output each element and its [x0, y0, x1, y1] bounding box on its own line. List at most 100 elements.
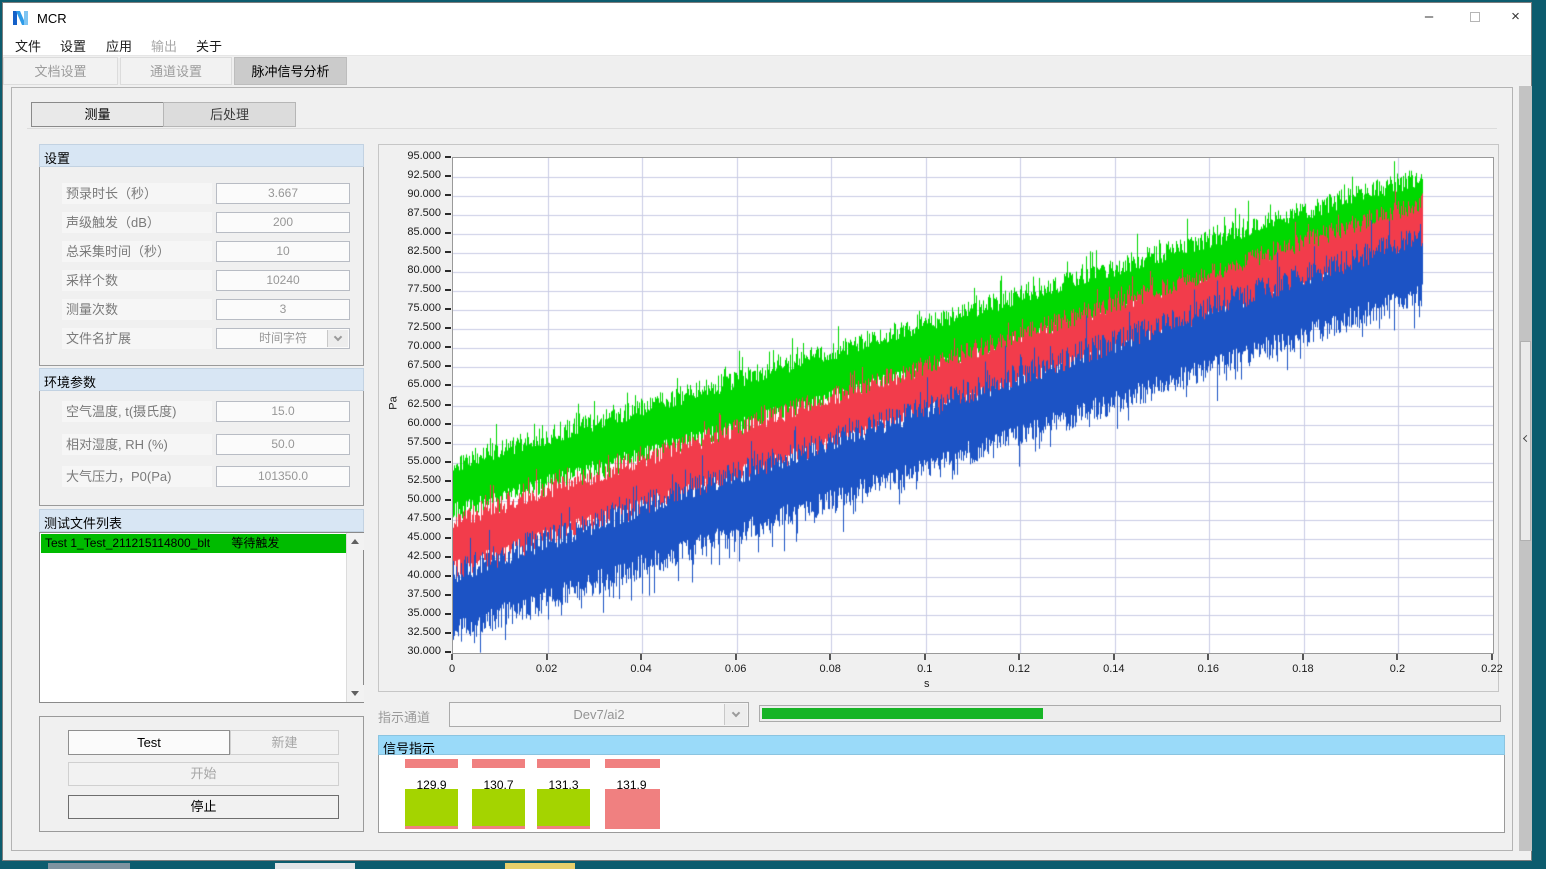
y-tick-mark — [445, 536, 451, 539]
chevron-down-icon — [333, 332, 343, 342]
signal-value: 131.3 — [548, 778, 579, 792]
x-tick-label: 0.04 — [630, 663, 652, 675]
list-item[interactable]: Test 1_Test_211215114800_blt 等待触发 — [41, 534, 346, 553]
signal-value: 130.7 — [483, 778, 514, 792]
signal-block-level — [605, 789, 660, 826]
y-tick-label: 75.000 — [407, 302, 441, 315]
plot-area[interactable] — [452, 157, 1494, 654]
menu-item-file[interactable]: 文件 — [15, 39, 42, 54]
scrollbar[interactable] — [346, 533, 364, 702]
maximize-button-icon[interactable] — [1452, 3, 1498, 33]
field-row: 预录时长（秒） 3.667 — [40, 183, 363, 204]
x-tick-label: 0.2 — [1389, 663, 1406, 675]
y-tick-mark — [445, 156, 451, 158]
indicator-channel-select[interactable]: Dev7/ai2 — [449, 702, 749, 727]
side-splitter[interactable] — [1519, 86, 1532, 851]
atmospheric-pressure-field[interactable]: 101350.0 — [216, 466, 350, 487]
title-bar[interactable]: MCR – × — [3, 3, 1531, 33]
minimize-button-icon[interactable]: – — [1424, 8, 1434, 25]
menu-item-settings[interactable]: 设置 — [60, 39, 87, 54]
y-tick-label: 80.000 — [407, 264, 441, 277]
dropdown-button[interactable] — [327, 330, 348, 347]
y-tick-mark — [445, 346, 451, 349]
x-tick-label: 0.22 — [1481, 663, 1503, 675]
signal-block — [472, 789, 525, 829]
y-tick-label: 72.500 — [407, 321, 441, 334]
settings-group-header: 设置 — [39, 144, 364, 167]
y-tick-label: 30.000 — [407, 645, 441, 657]
close-button-icon[interactable]: × — [1511, 8, 1520, 25]
subtab-postprocess[interactable]: 后处理 — [163, 102, 296, 127]
y-tick-label: 45.000 — [407, 530, 441, 543]
field-label: 预录时长（秒） — [62, 183, 212, 204]
control-button-panel: Test 新建 开始 停止 — [39, 716, 364, 832]
menu-item-apply[interactable]: 应用 — [106, 39, 133, 54]
subtab-measure[interactable]: 测量 — [31, 102, 164, 127]
signal-indicator: 129.9 — [405, 755, 458, 833]
x-tick-mark — [545, 654, 548, 660]
y-tick-label: 47.500 — [407, 511, 441, 524]
app-window: MCR – × 文件 设置 应用 输出 关于 文档设置 通道设置 脉冲信号分析 … — [2, 2, 1532, 861]
x-tick-label: 0.16 — [1197, 663, 1220, 675]
field-row: 总采集时间（秒） 10 — [40, 241, 363, 262]
signal-indicator-panel: 129.9 130.7 131.3 13 — [378, 755, 1505, 833]
x-tick-label: 0.1 — [917, 663, 933, 675]
stop-button[interactable]: 停止 — [68, 795, 339, 819]
indicator-channel-value: Dev7/ai2 — [573, 707, 625, 722]
field-label: 大气压力，P0(Pa) — [62, 466, 212, 487]
y-tick-label: 92.500 — [407, 169, 441, 182]
y-tick-label: 55.000 — [407, 454, 441, 467]
x-tick-label: 0 — [448, 663, 456, 675]
x-tick-mark — [1396, 654, 1399, 660]
signal-block — [605, 789, 660, 829]
sound-level-trigger-field[interactable]: 200 — [216, 212, 350, 233]
filename-extension-select[interactable]: 时间字符 — [216, 328, 350, 349]
air-temperature-field[interactable]: 15.0 — [216, 401, 350, 422]
chevron-down-icon — [731, 708, 741, 718]
x-tick-mark — [640, 654, 643, 660]
signal-top-bar — [405, 759, 458, 768]
settings-group: 预录时长（秒） 3.667 声级触发（dB） 200 总采集时间（秒） 10 采… — [39, 167, 364, 366]
tab-document-settings[interactable]: 文档设置 — [3, 57, 118, 85]
y-tick-mark — [445, 651, 451, 653]
field-label: 文件名扩展 — [62, 328, 212, 349]
field-label: 总采集时间（秒） — [62, 241, 212, 262]
test-name-button[interactable]: Test — [68, 730, 230, 755]
signal-top-bar — [605, 759, 660, 768]
dropdown-button[interactable] — [724, 704, 747, 725]
tab-pulse-signal-analysis[interactable]: 脉冲信号分析 — [234, 57, 347, 85]
separator — [27, 128, 1497, 129]
splitter-handle[interactable] — [1520, 341, 1531, 541]
prerecord-duration-field[interactable]: 3.667 — [216, 183, 350, 204]
tab-channel-settings[interactable]: 通道设置 — [120, 57, 232, 85]
y-tick-label: 82.500 — [407, 245, 441, 258]
measurement-count-field[interactable]: 3 — [216, 299, 350, 320]
scroll-down-icon[interactable] — [347, 685, 364, 702]
x-tick-mark — [1018, 654, 1021, 660]
new-button: 新建 — [230, 730, 339, 755]
y-tick-label: 90.000 — [407, 188, 441, 201]
sample-count-field[interactable]: 10240 — [216, 270, 350, 291]
y-tick-label: 35.000 — [407, 606, 441, 619]
y-tick-mark — [445, 270, 451, 273]
x-tick-label: 0.12 — [1008, 663, 1030, 675]
total-acquisition-time-field[interactable]: 10 — [216, 241, 350, 262]
field-label: 采样个数 — [62, 270, 212, 291]
y-tick-label: 65.000 — [407, 378, 441, 391]
y-tick-mark — [445, 555, 451, 558]
relative-humidity-field[interactable]: 50.0 — [216, 434, 350, 455]
filename-extension-value: 时间字符 — [258, 331, 307, 345]
signal-value: 131.9 — [616, 778, 647, 792]
field-row: 相对湿度, RH (%) 50.0 — [40, 434, 363, 455]
x-tick-mark — [829, 654, 832, 660]
tab-strip: 文档设置 通道设置 脉冲信号分析 — [3, 57, 1531, 85]
y-tick-label: 85.000 — [407, 226, 441, 239]
y-tick-mark — [445, 308, 451, 311]
menu-item-about[interactable]: 关于 — [196, 39, 223, 54]
scroll-up-icon[interactable] — [347, 533, 364, 550]
y-tick-mark — [445, 289, 451, 292]
test-file-listbox[interactable]: Test 1_Test_211215114800_blt 等待触发 — [39, 532, 364, 703]
x-tick-label: 0.14 — [1103, 663, 1125, 675]
field-row: 空气温度, t(摄氏度) 15.0 — [40, 401, 363, 422]
